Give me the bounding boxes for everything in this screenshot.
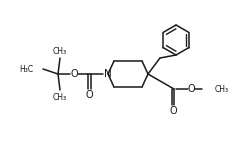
Text: CH₃: CH₃ (53, 93, 67, 102)
Text: H₃C: H₃C (19, 64, 33, 74)
Text: CH₃: CH₃ (53, 46, 67, 56)
Text: O: O (169, 106, 177, 116)
Text: O: O (70, 69, 78, 79)
Text: O: O (187, 84, 195, 94)
Text: N: N (104, 69, 112, 79)
Text: CH₃: CH₃ (215, 85, 229, 93)
Text: O: O (85, 90, 93, 100)
